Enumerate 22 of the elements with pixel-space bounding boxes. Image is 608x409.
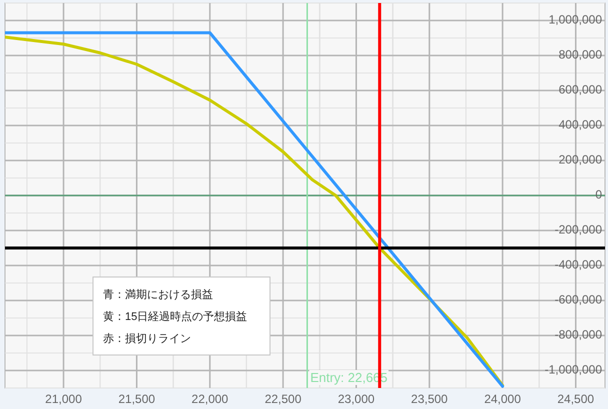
x-tick-label: 23,000 [338,392,375,406]
annotation: 赤：損切りライン [103,332,191,345]
x-tick-label: 21,000 [45,392,82,406]
annotation: 黄：15日経過時点の予想損益 [103,310,248,323]
y-tick-label: -800,000 [554,328,602,342]
y-tick-label: -600,000 [554,292,602,307]
x-tick-label: 24,500 [557,392,594,406]
y-tick-label: 800,000 [558,48,602,62]
note: 青：満期における損益 黄：15日経過時点の予想損益 赤：損切りライン [92,276,270,356]
y-tick-label: 200,000 [558,152,602,167]
annotation: 青：満期における損益 [103,288,213,301]
y-tick-label: 600,000 [558,82,602,97]
y-tick-label: -200,000 [554,222,602,237]
x-tick-label: 23,500 [411,392,448,406]
y-tick-label: 1,000,000 [548,12,602,27]
x-tick-label: 21,500 [118,392,156,406]
x-tick-label: 22,000 [192,392,229,406]
x-tick-label: 24,000 [484,392,522,406]
y-tick-label: 400,000 [558,118,602,132]
y-tick-label: -1,000,000 [544,362,602,377]
x-tick-label: 22,500 [264,392,302,406]
y-tick-label: -400,000 [554,258,602,272]
